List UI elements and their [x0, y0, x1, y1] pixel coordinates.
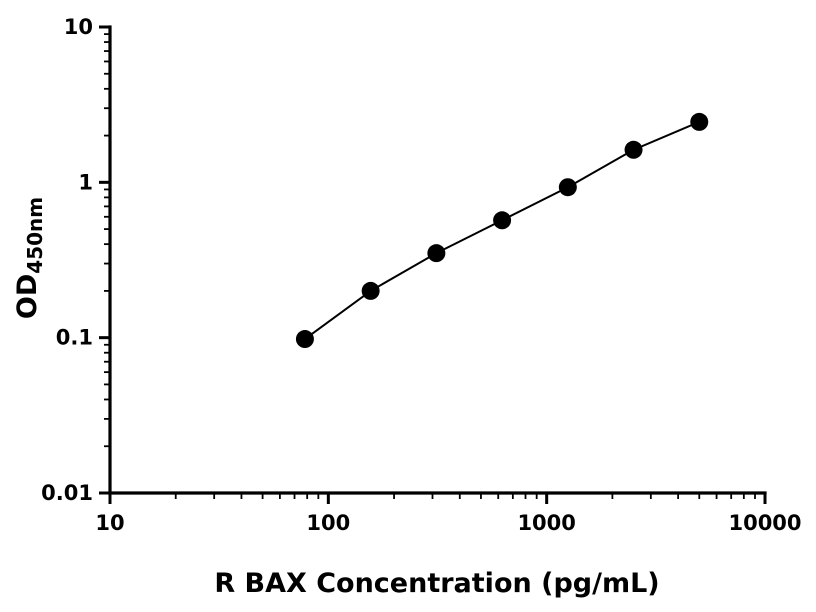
data-point — [427, 244, 446, 263]
y-axis-title: OD450nm — [12, 197, 47, 319]
data-point — [690, 112, 709, 131]
y-axis-title-main: OD — [12, 274, 43, 319]
x-tick-label: 10000 — [728, 511, 801, 535]
x-tick-label: 100 — [306, 511, 350, 535]
y-tick-label: 0.1 — [56, 326, 93, 350]
x-tick-label: 1000 — [517, 511, 575, 535]
x-tick-label: 10 — [95, 511, 124, 535]
y-tick-label: 0.01 — [41, 481, 93, 505]
x-axis-title: R BAX Concentration (pg/mL) — [214, 568, 659, 599]
plot-area: 10 100 1000 10000 0.01 0.1 1 10 — [41, 15, 801, 535]
data-point — [493, 211, 512, 230]
y-tick-label: 10 — [64, 15, 93, 39]
y-tick-label: 1 — [78, 170, 93, 194]
data-point — [295, 330, 314, 349]
data-point — [361, 281, 380, 300]
data-point — [558, 178, 577, 197]
data-point — [624, 140, 643, 159]
y-axis-title-subscript: 450nm — [23, 197, 47, 274]
